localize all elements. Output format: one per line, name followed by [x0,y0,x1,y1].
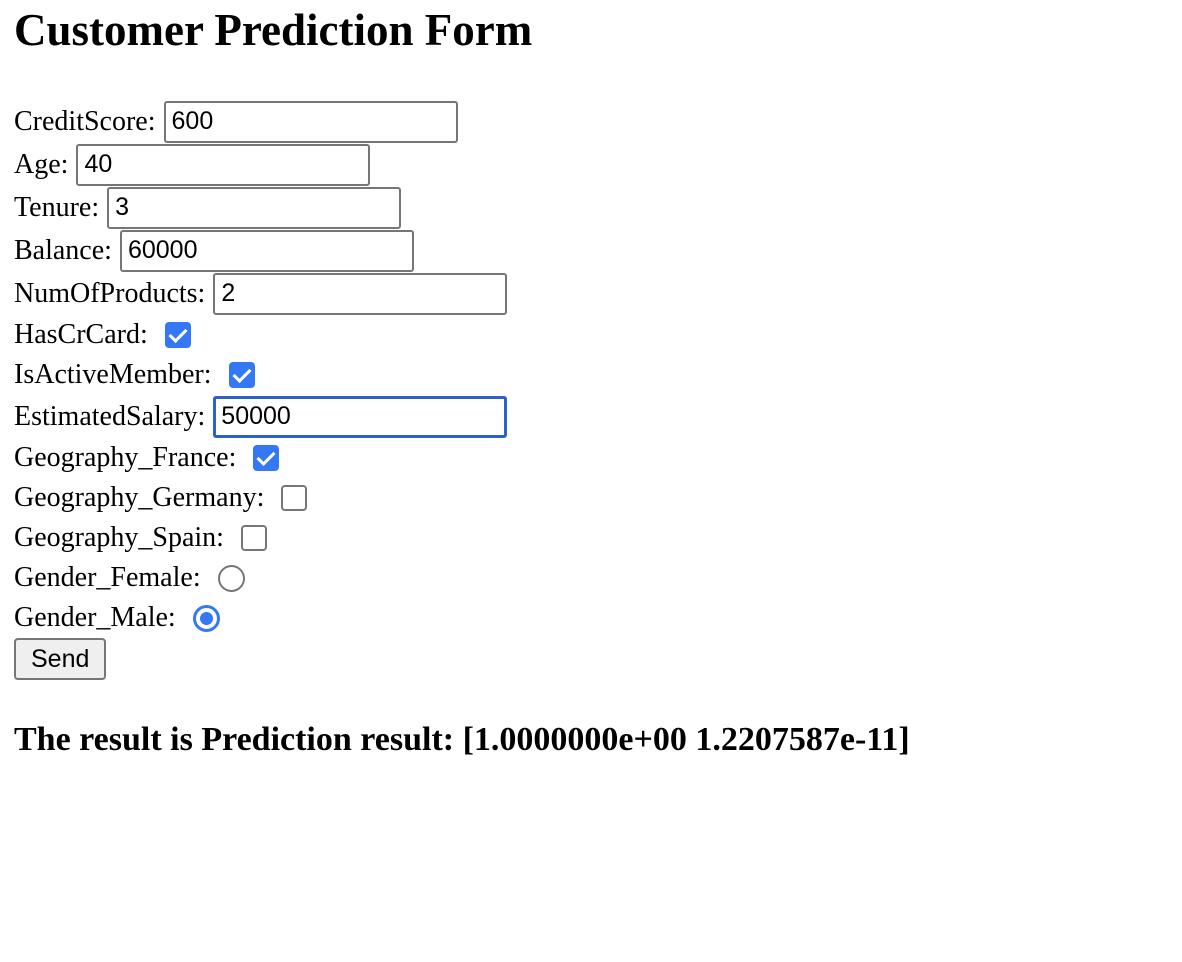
gender-female-label: Gender_Female: [14,562,201,593]
is-active-member-checkbox[interactable] [228,362,255,388]
page-title: Customer Prediction Form [14,5,533,55]
gender-female-radio[interactable] [217,564,245,592]
age-label: Age: [14,148,69,180]
geography-germany-label: Geography_Germany: [14,482,265,513]
geography-spain-checkbox[interactable] [240,525,267,551]
credit-score-label: CreditScore: [14,105,156,137]
balance-row: Balance: [14,229,1168,272]
has-cr-card-label: HasCrCard: [14,319,148,350]
gender-male-radio[interactable] [192,604,220,632]
num-of-products-input[interactable] [213,272,508,315]
credit-score-row: CreditScore: [14,100,1168,143]
geography-germany-row: Geography_Germany: [14,478,1168,518]
num-of-products-row: NumOfProducts: [14,272,1168,315]
geography-spain-label: Geography_Spain: [14,522,224,553]
tenure-input[interactable] [107,186,402,229]
estimated-salary-label: EstimatedSalary: [14,400,206,432]
has-cr-card-checkbox[interactable] [164,322,191,348]
balance-input[interactable] [119,229,414,272]
credit-score-input[interactable] [163,100,458,143]
gender-male-row: Gender_Male: [14,598,1168,638]
send-button[interactable]: Send [14,638,107,680]
geography-germany-checkbox[interactable] [281,485,308,511]
page: Customer Prediction Form CreditScore: Ag… [0,0,1182,760]
has-cr-card-row: HasCrCard: [14,315,1168,355]
is-active-member-label: IsActiveMember: [14,359,212,390]
is-active-member-row: IsActiveMember: [14,355,1168,395]
customer-prediction-form: CreditScore: Age: Tenure: Balance: NumOf… [14,100,1168,680]
balance-label: Balance: [14,234,112,266]
tenure-label: Tenure: [14,191,100,223]
geography-france-label: Geography_France: [14,442,237,473]
geography-france-row: Geography_France: [14,438,1168,478]
geography-france-checkbox[interactable] [253,445,280,471]
gender-female-row: Gender_Female: [14,558,1168,598]
age-row: Age: [14,143,1168,186]
age-input[interactable] [76,143,371,186]
prediction-result: The result is Prediction result: [1.0000… [14,721,910,758]
geography-spain-row: Geography_Spain: [14,518,1168,558]
num-of-products-label: NumOfProducts: [14,277,206,309]
estimated-salary-input[interactable] [213,395,508,438]
estimated-salary-row: EstimatedSalary: [14,395,1168,438]
gender-male-label: Gender_Male: [14,602,176,633]
tenure-row: Tenure: [14,186,1168,229]
